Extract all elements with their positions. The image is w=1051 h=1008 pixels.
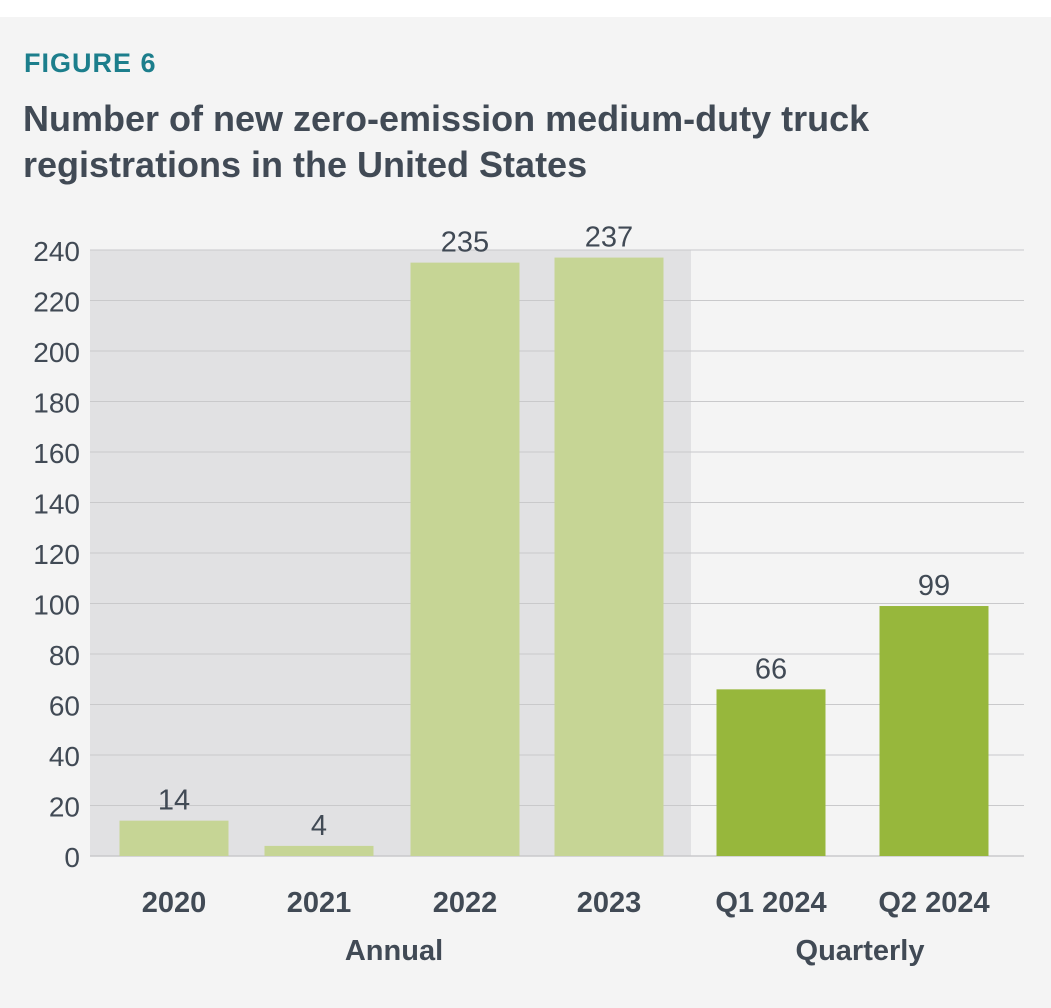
- figure-label: FIGURE 6: [24, 48, 157, 78]
- y-tick-label: 120: [33, 539, 80, 570]
- y-tick-label: 180: [33, 388, 80, 419]
- y-tick-label: 80: [49, 640, 80, 671]
- data-label: 66: [755, 653, 787, 685]
- x-tick-label: Q2 2024: [878, 887, 989, 919]
- y-tick-label: 40: [49, 741, 80, 772]
- bar: [119, 820, 229, 856]
- data-label: 235: [441, 227, 489, 259]
- data-label: 237: [585, 222, 633, 254]
- group-label: Quarterly: [796, 935, 925, 967]
- x-tick-label: 2023: [577, 887, 642, 919]
- y-tick-label: 240: [33, 236, 80, 267]
- y-tick-label: 0: [64, 842, 80, 873]
- chart-title: Number of new zero-emission medium-duty …: [23, 98, 870, 185]
- bar: [716, 689, 826, 856]
- x-tick-label: 2020: [142, 887, 207, 919]
- data-label: 99: [918, 570, 950, 602]
- x-tick-label: 2022: [433, 887, 498, 919]
- data-label: 4: [311, 810, 327, 842]
- y-tick-label: 220: [33, 287, 80, 318]
- y-tick-label: 200: [33, 337, 80, 368]
- bar: [410, 262, 520, 856]
- bar: [879, 606, 989, 856]
- y-tick-label: 160: [33, 438, 80, 469]
- group-label: Annual: [345, 935, 443, 967]
- data-label: 14: [158, 785, 190, 817]
- bar: [264, 845, 374, 856]
- y-tick-label: 60: [49, 691, 80, 722]
- bar: [554, 257, 664, 856]
- y-tick-label: 20: [49, 792, 80, 823]
- y-tick-label: 140: [33, 489, 80, 520]
- x-tick-label: Q1 2024: [715, 887, 826, 919]
- x-tick-label: 2021: [287, 887, 352, 919]
- y-tick-label: 100: [33, 590, 80, 621]
